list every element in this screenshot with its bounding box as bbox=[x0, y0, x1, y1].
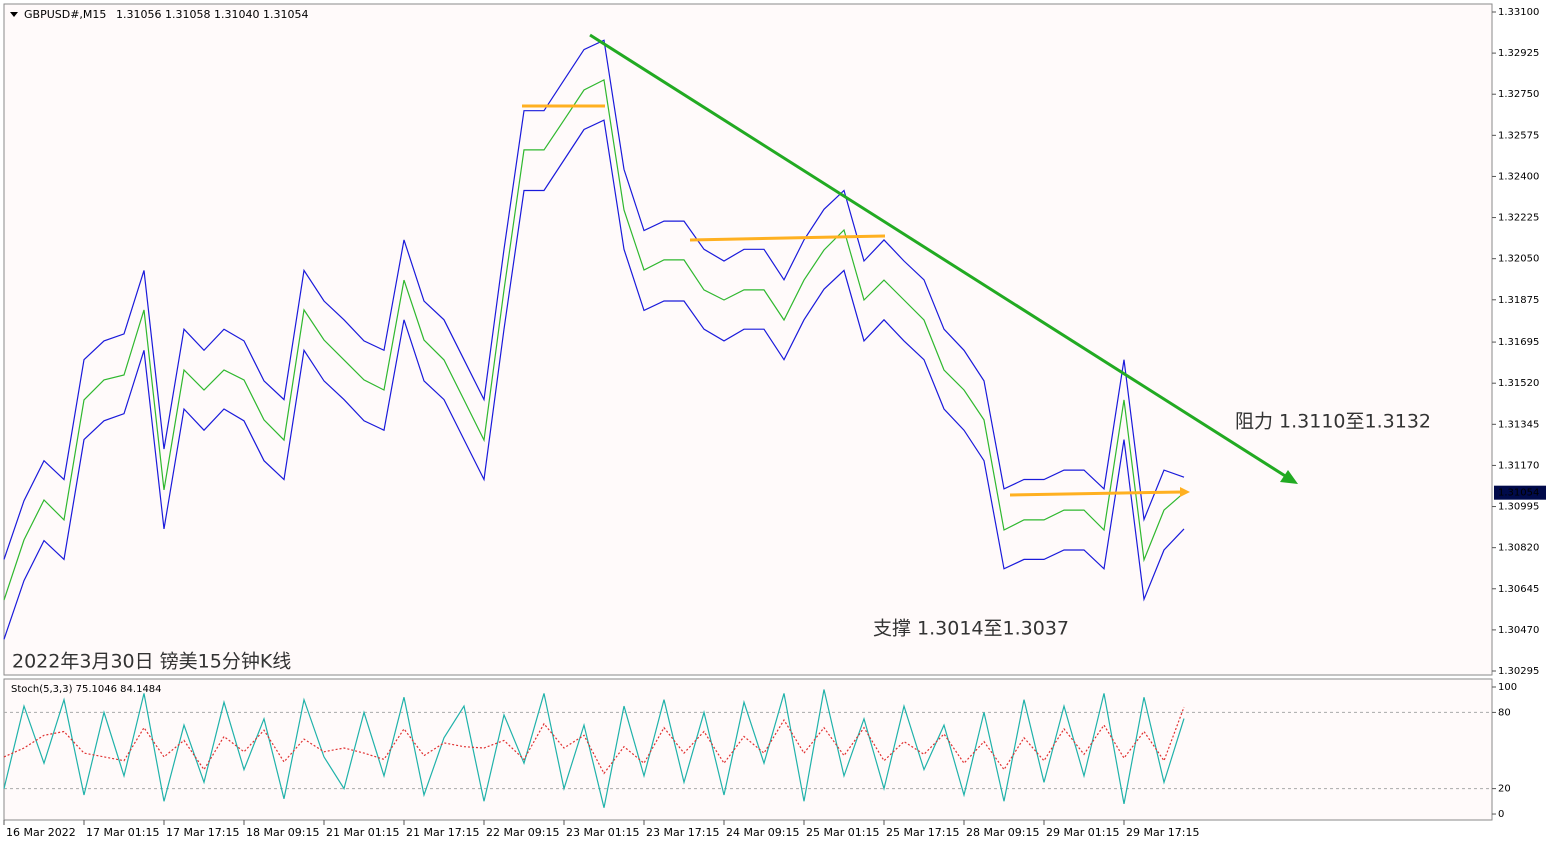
series-line bbox=[3, 39, 1185, 560]
x-tick-label: 21 Mar 17:15 bbox=[406, 826, 479, 839]
last-price-label: 1.31054 bbox=[1498, 488, 1539, 499]
trend-line bbox=[589, 33, 1291, 481]
series-line bbox=[3, 706, 1185, 775]
y-tick-label: 1.31170 bbox=[1498, 460, 1539, 471]
y-tick-label: 1.31345 bbox=[1498, 419, 1539, 430]
y-tick-label: 0 bbox=[1498, 809, 1504, 820]
x-tick-label: 23 Mar 17:15 bbox=[646, 826, 719, 839]
x-tick-label: 29 Mar 17:15 bbox=[1126, 826, 1199, 839]
y-tick-label: 1.30645 bbox=[1498, 584, 1539, 595]
y-tick-label: 1.30470 bbox=[1498, 625, 1539, 636]
x-tick-label: 24 Mar 09:15 bbox=[726, 826, 799, 839]
y-tick-label: 1.31695 bbox=[1498, 337, 1539, 348]
price-panel bbox=[3, 3, 1493, 676]
level-line bbox=[689, 234, 886, 242]
annotation: 支撑 1.3014至1.3037 bbox=[873, 618, 1069, 640]
plot-layer bbox=[3, 39, 1492, 808]
x-tick-label: 25 Mar 17:15 bbox=[886, 826, 959, 839]
last-price-box bbox=[1494, 485, 1546, 500]
x-tick-label: 21 Mar 01:15 bbox=[326, 826, 399, 839]
y-tick-label: 1.32925 bbox=[1498, 48, 1539, 59]
y-tick-label: 1.32050 bbox=[1498, 254, 1539, 265]
annotation: 阻力 1.3110至1.3132 bbox=[1235, 411, 1431, 433]
ohlc-values: 1.31056 1.31058 1.31040 1.31054 bbox=[116, 8, 308, 21]
x-tick-label: 29 Mar 01:15 bbox=[1046, 826, 1119, 839]
stoch-title: Stoch(5,3,3) 75.1046 84.1484 bbox=[11, 684, 162, 695]
trend-arrow bbox=[1280, 470, 1298, 484]
y-tick-label: 1.32225 bbox=[1498, 213, 1539, 224]
y-tick-label: 80 bbox=[1498, 707, 1511, 718]
x-tick-label: 16 Mar 2022 bbox=[6, 826, 76, 839]
y-tick-label: 1.30820 bbox=[1498, 543, 1539, 554]
series-line bbox=[3, 689, 1185, 808]
y-tick-label: 1.32750 bbox=[1498, 89, 1539, 100]
y-tick-label: 100 bbox=[1498, 682, 1517, 693]
y-tick-label: 1.31520 bbox=[1498, 378, 1539, 389]
series-line bbox=[3, 78, 1185, 601]
y-tick-label: 1.32400 bbox=[1498, 171, 1539, 182]
y-tick-label: 20 bbox=[1498, 784, 1511, 795]
y-tick-label: 1.30295 bbox=[1498, 666, 1539, 677]
x-tick-label: 17 Mar 17:15 bbox=[166, 826, 239, 839]
y-tick-label: 1.32575 bbox=[1498, 130, 1539, 141]
symbol-title: GBPUSD#,M15 bbox=[24, 8, 106, 21]
x-tick-label: 23 Mar 01:15 bbox=[566, 826, 639, 839]
menu-triangle[interactable] bbox=[10, 12, 18, 17]
x-tick-label: 17 Mar 01:15 bbox=[86, 826, 159, 839]
series-line bbox=[3, 119, 1185, 640]
y-tick-label: 1.31875 bbox=[1498, 295, 1539, 306]
x-tick-label: 28 Mar 09:15 bbox=[966, 826, 1039, 839]
annotation: 2022年3月30日 镑美15分钟K线 bbox=[12, 651, 291, 673]
x-tick-label: 22 Mar 09:15 bbox=[486, 826, 559, 839]
x-tick-label: 18 Mar 09:15 bbox=[246, 826, 319, 839]
x-tick-label: 25 Mar 01:15 bbox=[806, 826, 879, 839]
level-line bbox=[1009, 490, 1183, 497]
y-tick-label: 1.33100 bbox=[1498, 7, 1539, 18]
y-tick-label: 1.30995 bbox=[1498, 502, 1539, 513]
level-arrow bbox=[1180, 487, 1190, 497]
stoch-panel bbox=[3, 678, 1493, 821]
